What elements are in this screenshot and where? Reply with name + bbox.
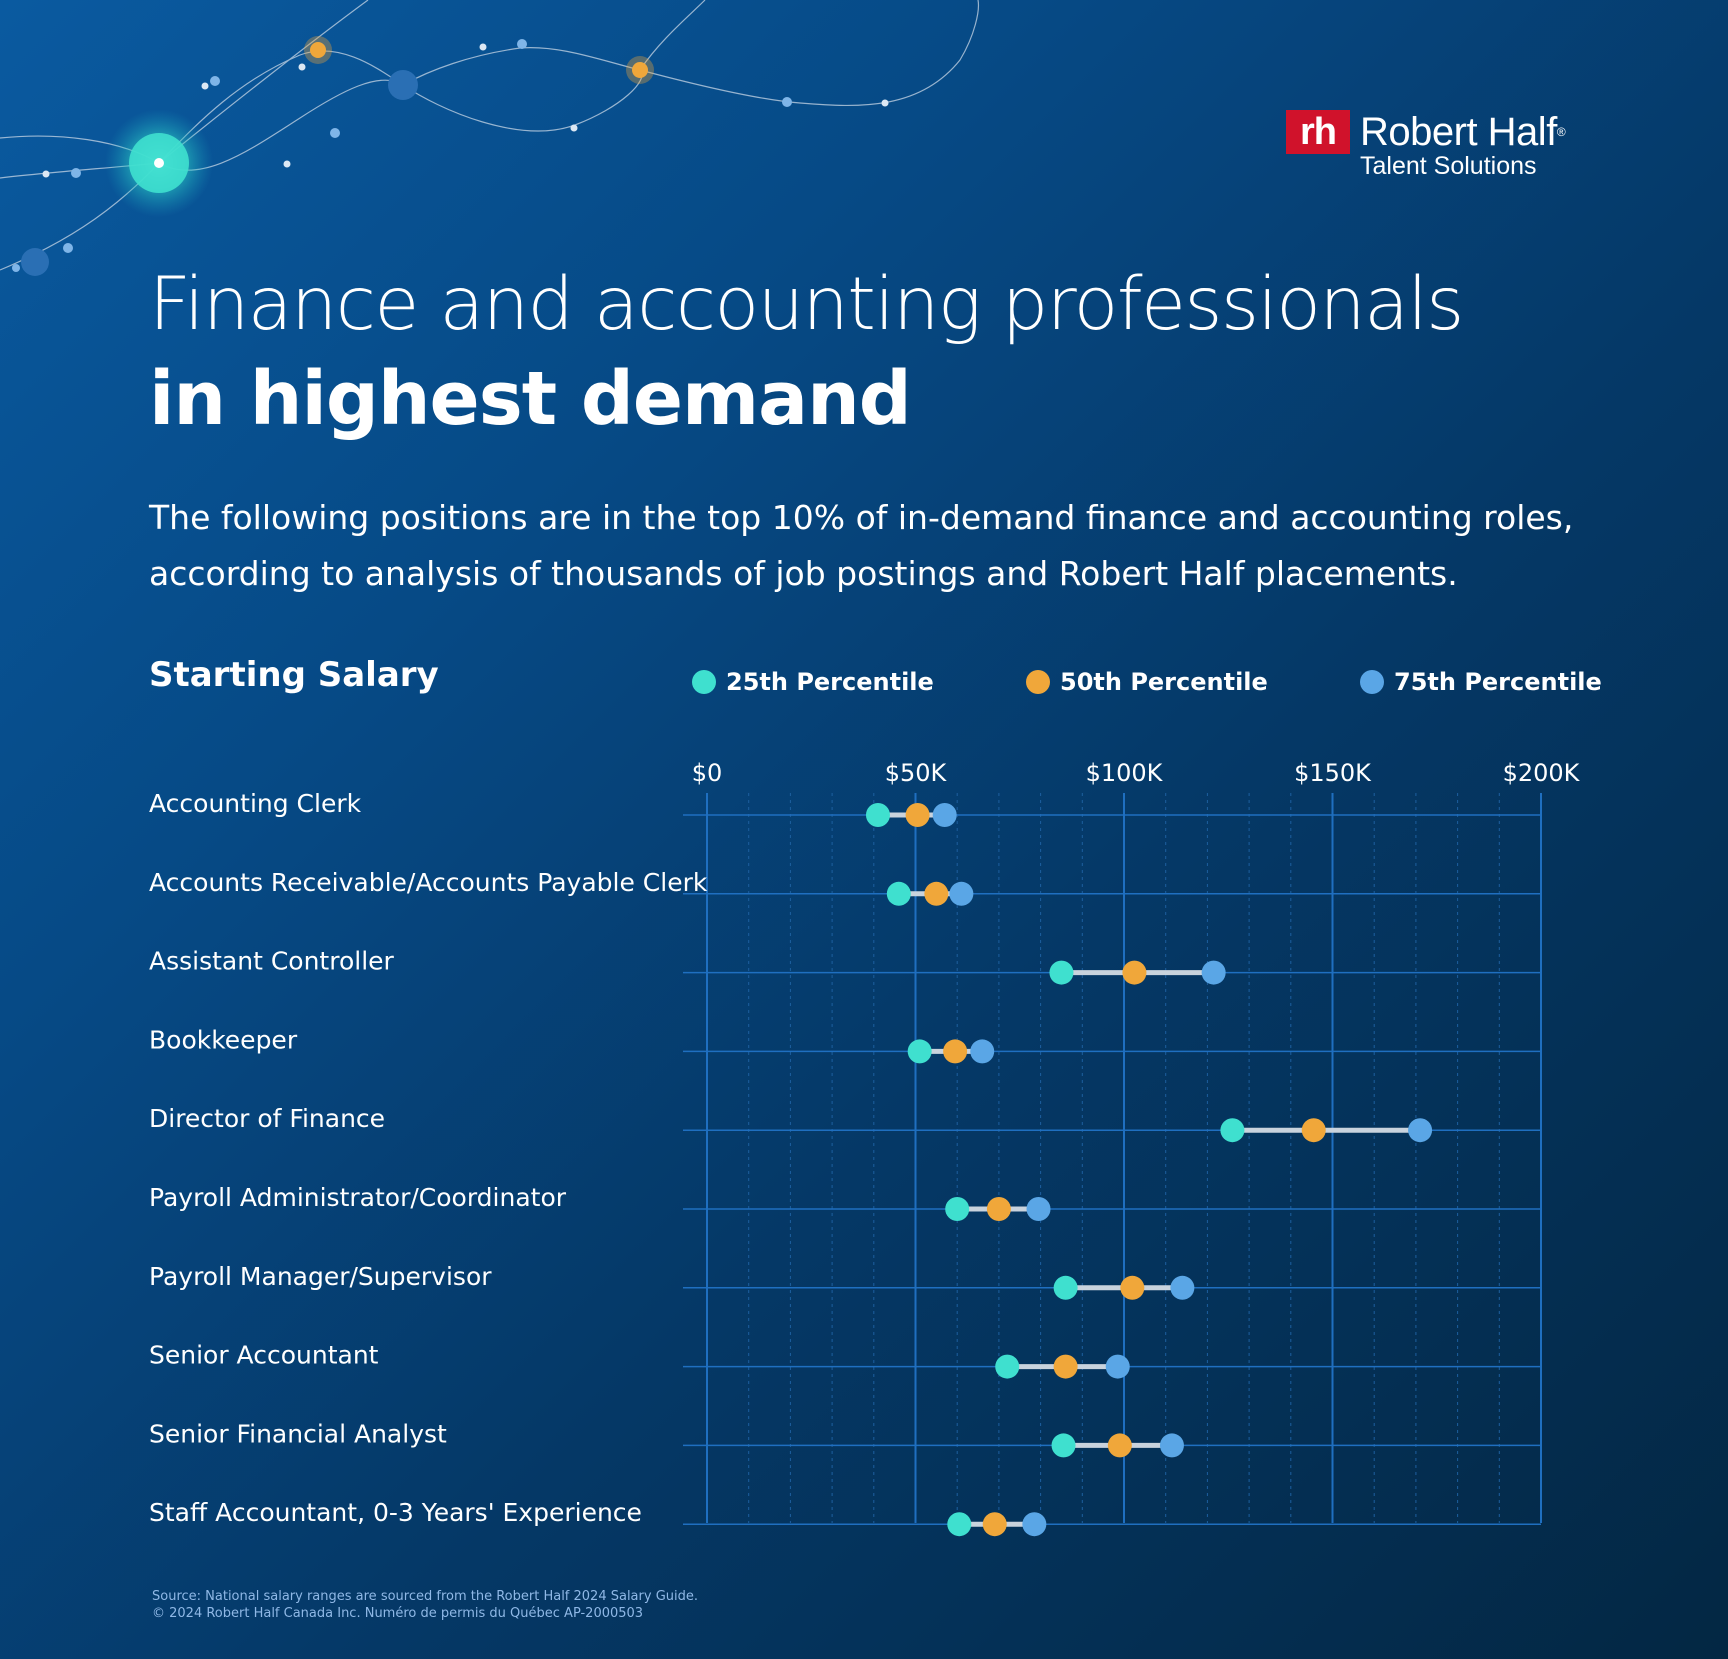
data-point-p25 (945, 1197, 970, 1221)
legend-item-p75: 75th Percentile (1360, 668, 1602, 696)
legend-dot-p50 (1026, 670, 1050, 694)
data-point-p75 (1105, 1354, 1130, 1379)
category-label: Accounting Clerk (149, 789, 362, 818)
data-point-p75 (1201, 960, 1226, 985)
data-point-p25 (1220, 1118, 1245, 1143)
footer-source: Source: National salary ranges are sourc… (152, 1589, 698, 1604)
data-point-p75 (949, 881, 974, 906)
logo-name-text: Robert Half (1360, 110, 1557, 154)
category-label: Payroll Administrator/Coordinator (149, 1183, 567, 1212)
category-label: Director of Finance (149, 1104, 385, 1133)
data-point-p25 (865, 803, 890, 827)
x-tick-label: $200K (1503, 759, 1581, 787)
logo-name: Robert Half® (1360, 110, 1566, 154)
logo-mark: rh (1286, 110, 1350, 154)
logo-subtitle: Talent Solutions (1360, 152, 1537, 180)
data-point-p50 (1107, 1433, 1132, 1458)
data-point-p25 (907, 1039, 932, 1064)
data-point-p50 (943, 1039, 968, 1064)
data-point-p75 (932, 803, 957, 827)
legend-label-p25: 25th Percentile (726, 668, 934, 696)
data-point-p50 (905, 803, 930, 827)
data-point-p50 (982, 1512, 1007, 1537)
legend-label-p75: 75th Percentile (1394, 668, 1602, 696)
data-point-p50 (1053, 1354, 1078, 1379)
logo-text: Robert Half® Talent Solutions (1360, 110, 1566, 180)
data-point-p25 (1051, 1433, 1076, 1458)
legend-dot-p75 (1360, 670, 1384, 694)
data-point-p50 (986, 1197, 1011, 1221)
data-point-p75 (1026, 1197, 1051, 1221)
page-title: Finance and accounting professionals in … (149, 258, 1464, 446)
category-label: Senior Accountant (149, 1341, 379, 1370)
x-tick-label: $150K (1294, 759, 1372, 787)
category-label: Assistant Controller (149, 947, 395, 976)
data-point-p25 (947, 1512, 972, 1537)
data-point-p75 (1159, 1433, 1184, 1458)
category-label: Bookkeeper (149, 1025, 298, 1054)
data-point-p50 (924, 881, 949, 906)
title-line-1: Finance and accounting professionals (149, 262, 1464, 347)
footer-copyright: © 2024 Robert Half Canada Inc. Numéro de… (152, 1606, 644, 1621)
category-label: Accounts Receivable/Accounts Payable Cle… (149, 868, 708, 897)
data-point-p75 (970, 1039, 995, 1064)
legend-item-p25: 25th Percentile (692, 668, 934, 696)
category-label: Payroll Manager/Supervisor (149, 1262, 492, 1291)
legend-dot-p25 (692, 670, 716, 694)
robert-half-logo: rh Robert Half® Talent Solutions (1286, 110, 1566, 180)
x-tick-label: $0 (692, 759, 723, 787)
data-point-p50 (1301, 1118, 1326, 1143)
x-tick-label: $50K (885, 759, 948, 787)
category-label: Staff Accountant, 0-3 Years' Experience (149, 1498, 642, 1527)
footer: Source: National salary ranges are sourc… (152, 1588, 698, 1622)
logo-registered: ® (1556, 125, 1566, 139)
title-line-2: in highest demand (149, 356, 912, 442)
legend-label-p50: 50th Percentile (1060, 668, 1268, 696)
data-point-p75 (1408, 1118, 1433, 1143)
legend-item-p50: 50th Percentile (1026, 668, 1268, 696)
intro-paragraph: The following positions are in the top 1… (149, 498, 1574, 593)
data-point-p25 (1053, 1275, 1078, 1300)
data-point-p75 (1022, 1512, 1047, 1537)
data-point-p25 (886, 881, 911, 906)
data-point-p75 (1170, 1275, 1195, 1300)
chart-section-title: Starting Salary (149, 655, 439, 695)
data-point-p25 (1049, 960, 1074, 985)
x-tick-label: $100K (1086, 759, 1164, 787)
decorative-network-graphic (0, 0, 980, 276)
data-point-p50 (1120, 1275, 1145, 1300)
data-point-p50 (1122, 960, 1147, 985)
category-label: Senior Financial Analyst (149, 1419, 447, 1448)
data-point-p25 (995, 1354, 1020, 1379)
